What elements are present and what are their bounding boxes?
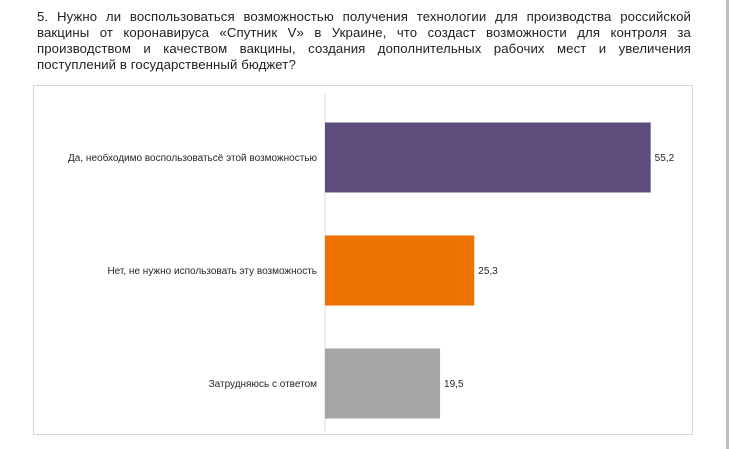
bar-chart: Да, необходимо воспользоватьсё этой возм… — [68, 94, 675, 431]
bar-3 — [325, 348, 441, 419]
category-label-3: Затрудняюсь с ответом — [209, 379, 317, 390]
chart-frame: Да, необходимо воспользоватьсё этой возм… — [33, 85, 693, 435]
value-label-1: 55,2 — [655, 153, 675, 164]
bar-1 — [325, 122, 651, 193]
bar-2 — [325, 235, 475, 306]
value-label-3: 19,5 — [444, 379, 464, 390]
category-label-1: Да, необходимо воспользоватьсё этой возм… — [68, 152, 317, 164]
question-text: 5. Нужно ли воспользоваться возможностью… — [37, 9, 691, 72]
value-label-2: 25,3 — [478, 266, 498, 277]
page-edge-divider — [726, 0, 729, 449]
category-label-2: Нет, не нужно использовать эту возможнос… — [107, 266, 317, 277]
